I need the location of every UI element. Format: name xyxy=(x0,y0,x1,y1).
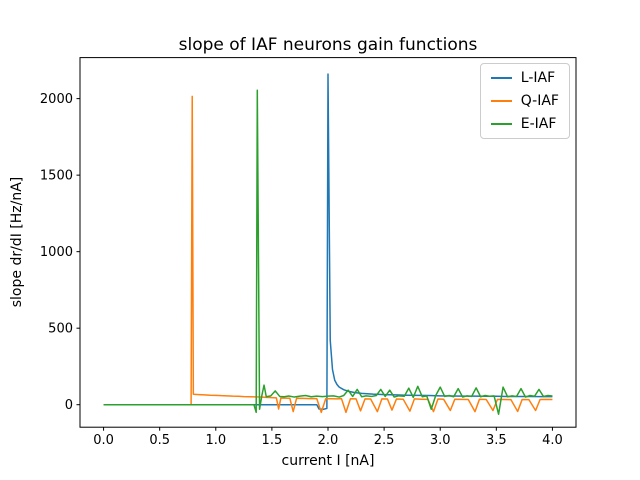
svg-text:3.5: 3.5 xyxy=(486,433,507,448)
svg-text:1000: 1000 xyxy=(40,245,73,260)
svg-text:0.0: 0.0 xyxy=(93,433,114,448)
svg-text:2.5: 2.5 xyxy=(374,433,395,448)
legend-line-swatch-q-iaf xyxy=(490,100,512,102)
legend: L-IAF Q-IAF E-IAF xyxy=(479,63,570,139)
legend-item-l-iaf: L-IAF xyxy=(490,70,559,86)
svg-text:4.0: 4.0 xyxy=(542,433,563,448)
svg-text:0: 0 xyxy=(65,398,73,413)
svg-text:2.0: 2.0 xyxy=(318,433,339,448)
legend-item-label: Q-IAF xyxy=(520,93,559,109)
chart-title: slope of IAF neurons gain functions xyxy=(178,35,478,55)
legend-line-swatch-l-iaf xyxy=(490,77,512,79)
legend-item-q-iaf: Q-IAF xyxy=(490,93,559,109)
legend-item-e-iaf: E-IAF xyxy=(490,116,559,132)
x-axis-label: current I [nA] xyxy=(281,453,375,469)
y-axis-label: slope dr/dI [Hz/nA] xyxy=(9,176,25,308)
legend-item-label: L-IAF xyxy=(520,70,556,86)
svg-text:1.0: 1.0 xyxy=(205,433,226,448)
svg-text:0.5: 0.5 xyxy=(149,433,170,448)
svg-text:1.5: 1.5 xyxy=(262,433,283,448)
svg-text:500: 500 xyxy=(48,322,73,337)
svg-text:3.0: 3.0 xyxy=(430,433,451,448)
svg-text:1500: 1500 xyxy=(40,169,73,184)
svg-text:2000: 2000 xyxy=(40,92,73,107)
legend-line-swatch-e-iaf xyxy=(490,123,512,125)
legend-item-label: E-IAF xyxy=(520,116,557,132)
